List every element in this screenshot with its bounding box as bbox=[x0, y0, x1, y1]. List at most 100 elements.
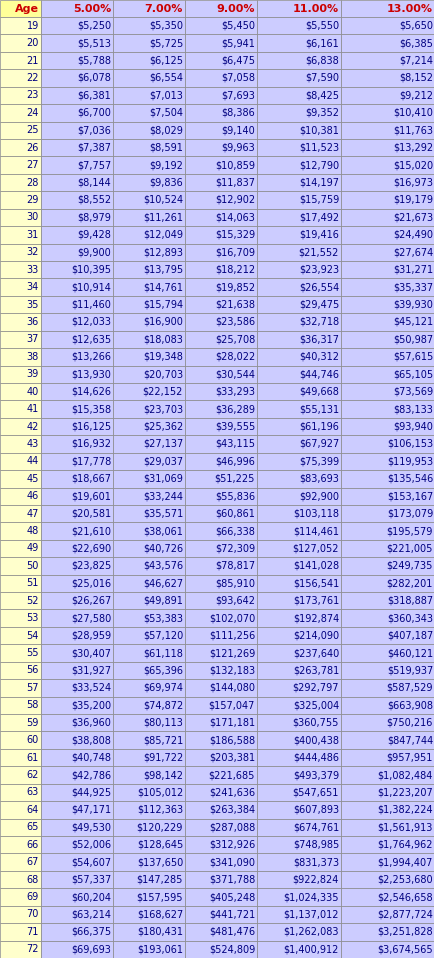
Text: $12,049: $12,049 bbox=[143, 230, 183, 240]
Text: $31,927: $31,927 bbox=[71, 666, 111, 675]
Bar bbox=[340, 784, 434, 801]
Text: Age: Age bbox=[15, 4, 39, 13]
Bar bbox=[113, 400, 184, 418]
Bar bbox=[113, 662, 184, 679]
Text: $73,569: $73,569 bbox=[392, 387, 432, 397]
Text: $102,070: $102,070 bbox=[208, 613, 254, 624]
Text: $18,212: $18,212 bbox=[214, 264, 254, 275]
Bar bbox=[0, 575, 41, 592]
Bar bbox=[340, 871, 434, 888]
Text: 57: 57 bbox=[26, 683, 39, 693]
Bar bbox=[340, 17, 434, 34]
Bar bbox=[340, 366, 434, 383]
Bar bbox=[41, 924, 113, 941]
Bar bbox=[256, 766, 340, 784]
Bar bbox=[256, 505, 340, 522]
Text: $12,635: $12,635 bbox=[71, 334, 111, 344]
Bar bbox=[184, 732, 256, 749]
Bar bbox=[340, 34, 434, 52]
Text: $292,797: $292,797 bbox=[292, 683, 338, 693]
Text: $49,668: $49,668 bbox=[299, 387, 338, 397]
Bar bbox=[113, 156, 184, 173]
Text: $360,343: $360,343 bbox=[386, 613, 432, 624]
Text: $67,927: $67,927 bbox=[298, 439, 338, 449]
Text: $6,078: $6,078 bbox=[77, 73, 111, 83]
Text: 5.00%: 5.00% bbox=[72, 4, 111, 13]
Bar bbox=[340, 383, 434, 400]
Text: $10,859: $10,859 bbox=[214, 160, 254, 171]
Bar bbox=[340, 0, 434, 17]
Bar bbox=[184, 226, 256, 243]
Bar bbox=[0, 279, 41, 296]
Text: $18,083: $18,083 bbox=[143, 334, 183, 344]
Text: $19,416: $19,416 bbox=[299, 230, 338, 240]
Text: $10,381: $10,381 bbox=[299, 125, 338, 135]
Text: $19,852: $19,852 bbox=[214, 282, 254, 292]
Bar bbox=[113, 17, 184, 34]
Bar bbox=[256, 0, 340, 17]
Bar bbox=[340, 296, 434, 313]
Text: $132,183: $132,183 bbox=[208, 666, 254, 675]
Bar bbox=[41, 488, 113, 505]
Text: $43,576: $43,576 bbox=[142, 561, 183, 571]
Bar bbox=[340, 766, 434, 784]
Text: $5,513: $5,513 bbox=[77, 38, 111, 48]
Text: 66: 66 bbox=[26, 840, 39, 850]
Text: 38: 38 bbox=[26, 352, 39, 362]
Bar bbox=[0, 766, 41, 784]
Text: 64: 64 bbox=[26, 805, 39, 815]
Text: $922,824: $922,824 bbox=[292, 875, 338, 884]
Text: 44: 44 bbox=[26, 456, 39, 467]
Bar bbox=[184, 52, 256, 69]
Text: $8,152: $8,152 bbox=[398, 73, 432, 83]
Text: 36: 36 bbox=[26, 317, 39, 327]
Text: $60,861: $60,861 bbox=[215, 509, 254, 518]
Text: $24,490: $24,490 bbox=[392, 230, 432, 240]
Text: $119,953: $119,953 bbox=[386, 456, 432, 467]
Text: $7,036: $7,036 bbox=[77, 125, 111, 135]
Text: $61,118: $61,118 bbox=[143, 648, 183, 658]
Bar bbox=[184, 888, 256, 905]
Text: $52,006: $52,006 bbox=[71, 840, 111, 850]
Text: $6,554: $6,554 bbox=[149, 73, 183, 83]
Text: $50,987: $50,987 bbox=[392, 334, 432, 344]
Text: $186,588: $186,588 bbox=[208, 735, 254, 745]
Text: $72,309: $72,309 bbox=[214, 543, 254, 554]
Bar bbox=[0, 156, 41, 173]
Text: $21,610: $21,610 bbox=[71, 526, 111, 536]
Bar bbox=[113, 279, 184, 296]
Bar bbox=[340, 261, 434, 279]
Text: $5,350: $5,350 bbox=[149, 21, 183, 31]
Bar bbox=[0, 645, 41, 662]
Bar bbox=[41, 331, 113, 348]
Bar bbox=[340, 331, 434, 348]
Text: $10,914: $10,914 bbox=[71, 282, 111, 292]
Bar bbox=[340, 505, 434, 522]
Bar bbox=[41, 609, 113, 627]
Text: 49: 49 bbox=[26, 543, 39, 554]
Bar bbox=[340, 122, 434, 139]
Text: 40: 40 bbox=[26, 387, 39, 397]
Text: $32,718: $32,718 bbox=[298, 317, 338, 327]
Bar bbox=[340, 662, 434, 679]
Bar bbox=[256, 575, 340, 592]
Text: $27,674: $27,674 bbox=[392, 247, 432, 258]
Text: $120,229: $120,229 bbox=[136, 822, 183, 833]
Bar bbox=[340, 609, 434, 627]
Text: $92,900: $92,900 bbox=[298, 491, 338, 501]
Text: $33,244: $33,244 bbox=[143, 491, 183, 501]
Bar bbox=[256, 139, 340, 156]
Text: $5,650: $5,650 bbox=[398, 21, 432, 31]
Bar bbox=[340, 243, 434, 261]
Bar bbox=[41, 714, 113, 732]
Text: $55,131: $55,131 bbox=[298, 404, 338, 414]
Bar bbox=[256, 69, 340, 87]
Text: $63,214: $63,214 bbox=[71, 909, 111, 920]
Text: $180,431: $180,431 bbox=[137, 926, 183, 937]
Bar bbox=[113, 331, 184, 348]
Bar bbox=[340, 452, 434, 470]
Bar bbox=[113, 784, 184, 801]
Text: 45: 45 bbox=[26, 474, 39, 484]
Bar bbox=[0, 924, 41, 941]
Text: $144,080: $144,080 bbox=[208, 683, 254, 693]
